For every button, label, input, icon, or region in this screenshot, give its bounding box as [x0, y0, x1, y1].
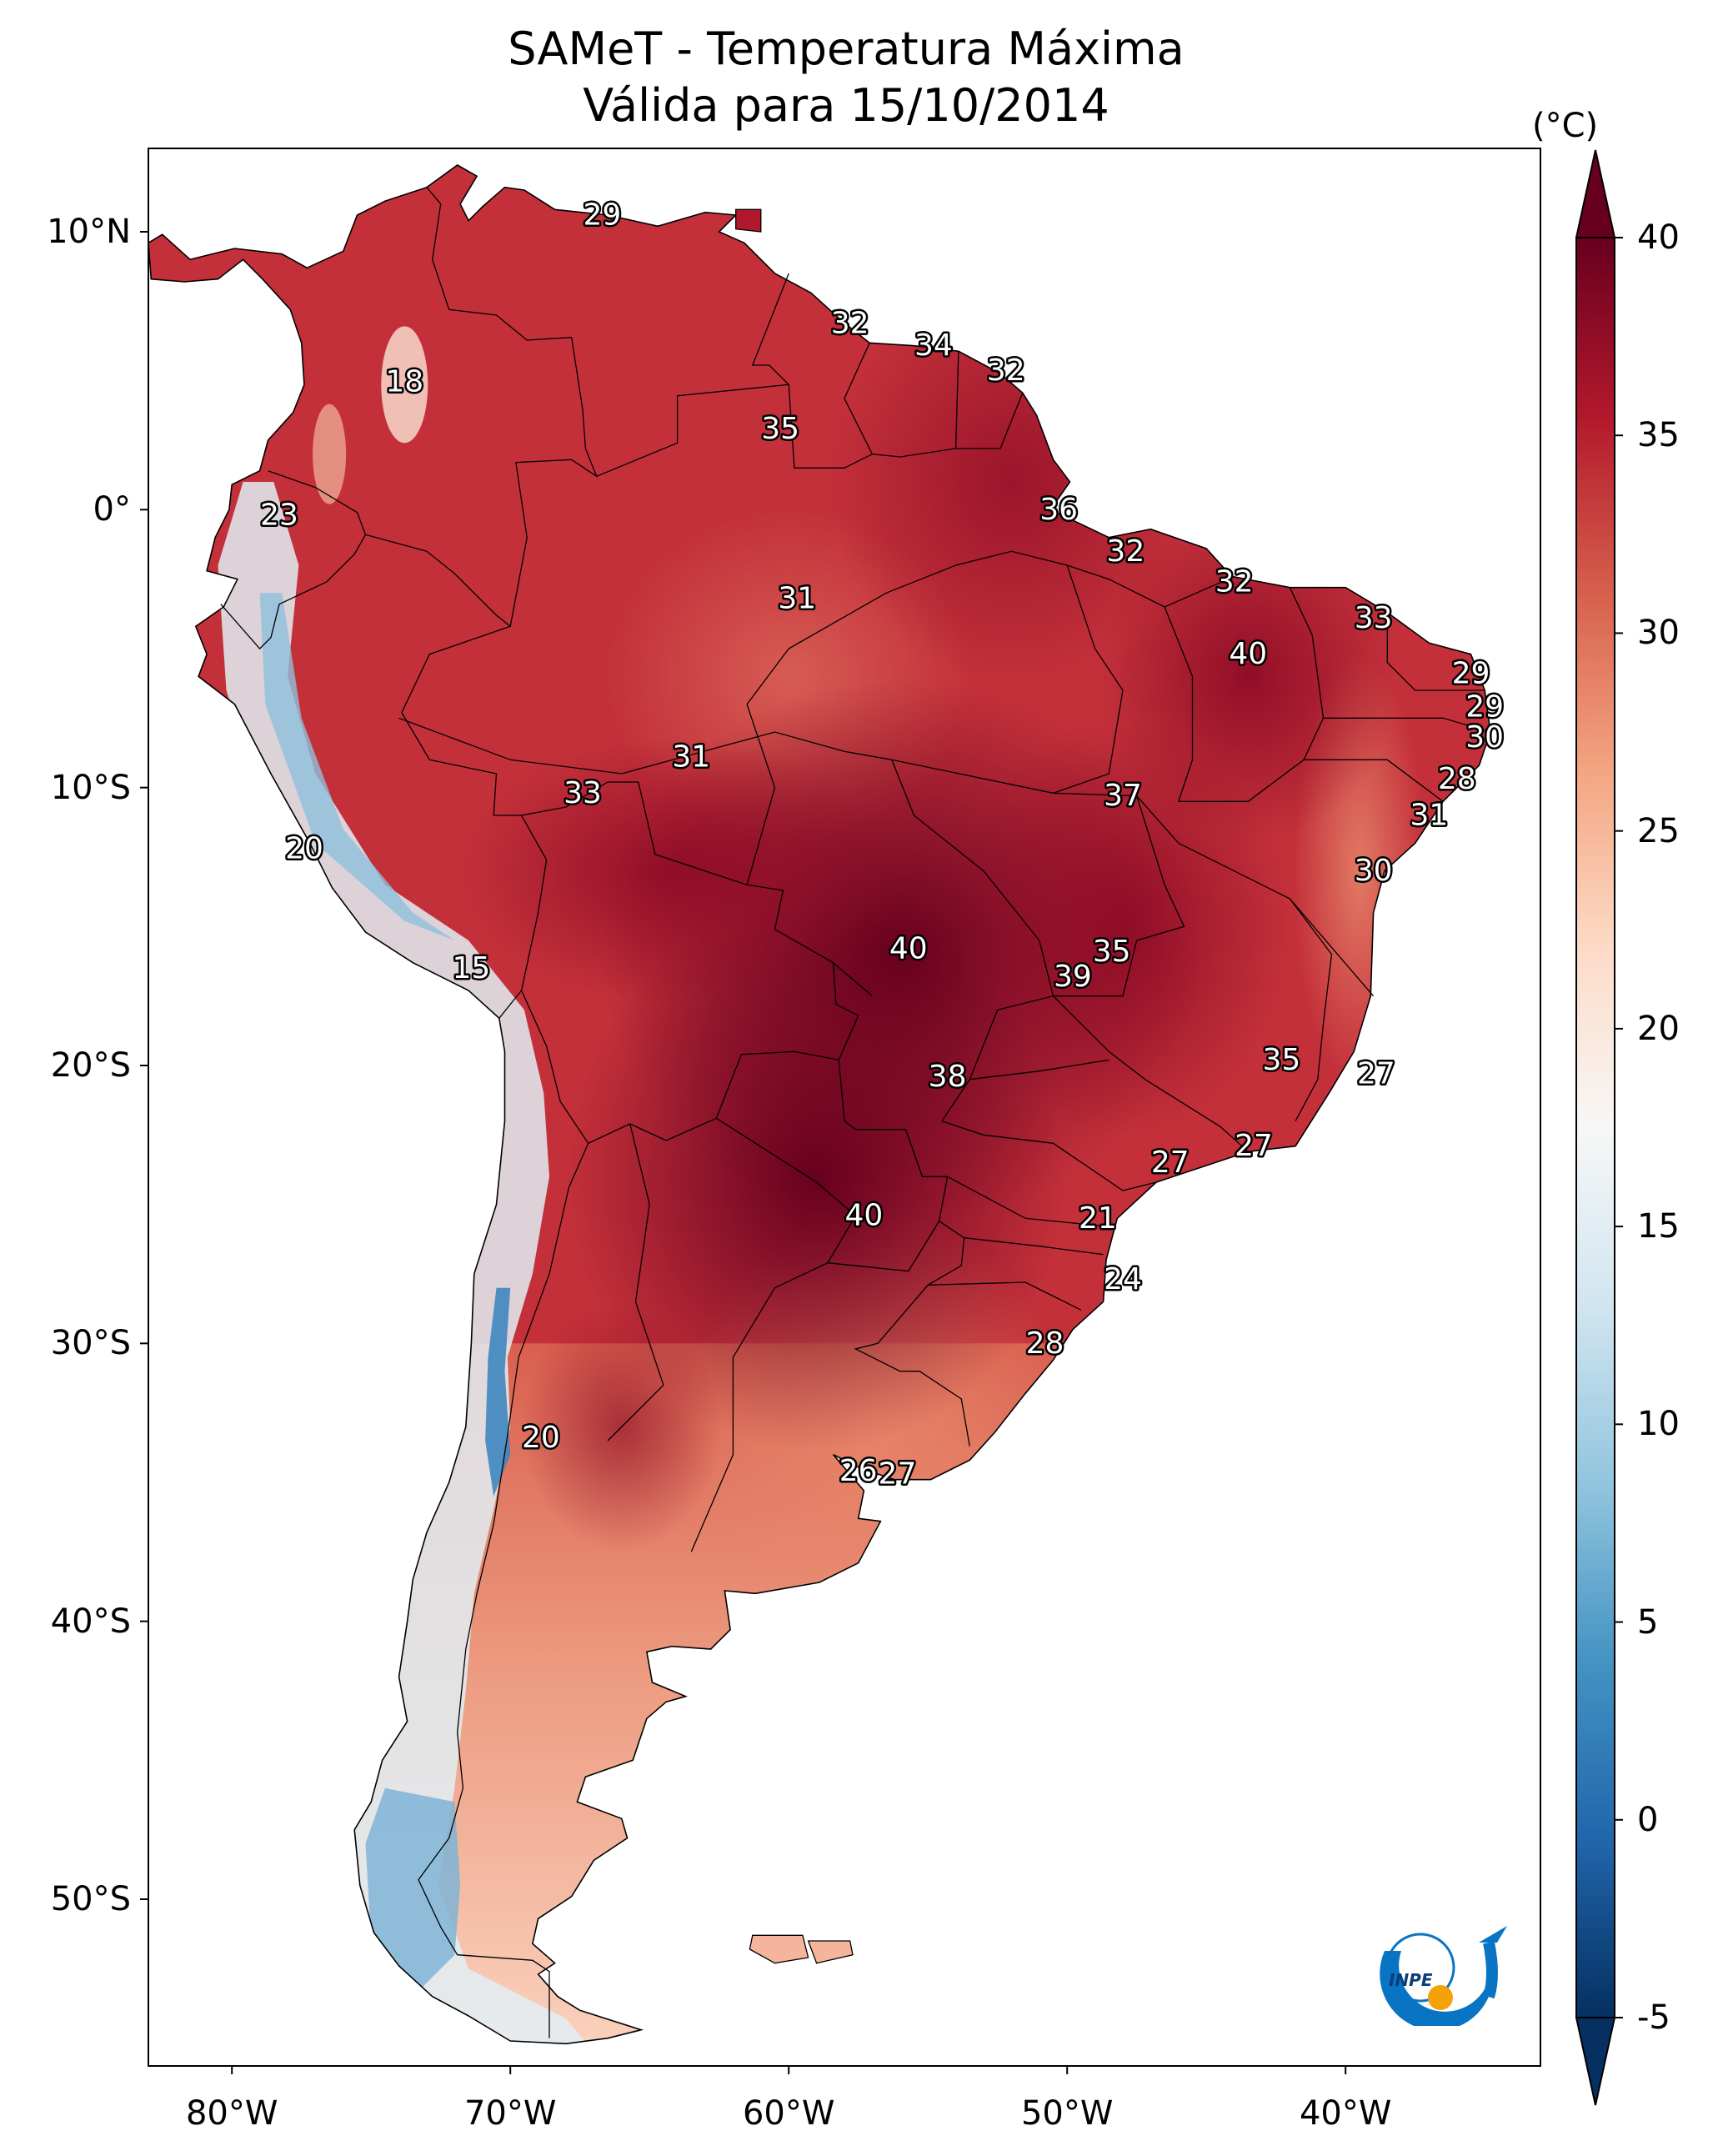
colorbar-tick-label: 35 [1637, 416, 1680, 455]
temperature-value-label: 29 [1452, 657, 1490, 691]
temperature-value-label: 39 [1054, 960, 1092, 994]
x-tick-label: 70°W [463, 2094, 557, 2133]
temperature-value-label: 33 [1355, 601, 1393, 635]
temperature-value-label: 35 [761, 412, 799, 446]
colorbar-tick-label: 25 [1637, 811, 1680, 850]
temperature-value-label: 30 [1355, 854, 1393, 888]
temperature-value-label: 31 [1410, 799, 1448, 833]
temperature-value-label: 18 [385, 365, 423, 399]
temperature-value-label: 33 [563, 776, 602, 810]
temperature-value-label: 35 [1262, 1043, 1300, 1077]
temperature-value-label: 27 [1357, 1057, 1395, 1091]
temperature-value-label: 32 [987, 353, 1025, 388]
y-tick-label: 0° [93, 490, 131, 529]
temperature-value-label: 40 [889, 932, 928, 966]
inpe-logo: INPE [1380, 1926, 1507, 2026]
y-tick-label: 50°S [50, 1880, 131, 1918]
temperature-value-label: 32 [1215, 565, 1254, 599]
logo-sun [1428, 1985, 1453, 2010]
axis-ticks [140, 231, 1347, 2074]
temperature-value-label: 20 [285, 832, 323, 866]
chart-title: SAMeT - Temperatura Máxima [508, 23, 1185, 75]
temperature-value-label: 31 [778, 582, 816, 616]
colorbar-tick-label: 5 [1637, 1602, 1659, 1642]
logo-text: INPE [1389, 1970, 1433, 1990]
logo-swoosh [1380, 1951, 1489, 2026]
x-tick-label: 60°W [742, 2094, 835, 2133]
logo-arrow [1479, 1926, 1507, 1943]
temperature-value-label: 37 [1104, 779, 1142, 813]
temperature-value-label: 28 [1438, 762, 1476, 796]
colorbar-tick-label: 10 [1637, 1405, 1680, 1444]
y-tick-label: 10°N [47, 213, 131, 251]
colorbar-tick-label: 40 [1637, 218, 1680, 257]
temperature-value-label: 32 [1106, 534, 1144, 569]
temperature-value-label: 26 [839, 1454, 878, 1488]
colorbar-min-arrow [1575, 2017, 1616, 2106]
temperature-value-label: 40 [844, 1199, 883, 1233]
temperature-value-label: 23 [260, 499, 298, 533]
temperature-value-label: 32 [831, 307, 869, 341]
temperature-value-label: 31 [672, 740, 710, 775]
colorbar-max-arrow [1575, 149, 1616, 238]
colorbar-tick-label: 20 [1637, 1009, 1680, 1048]
temperature-value-label: 34 [914, 328, 953, 363]
temperature-value-label: 24 [1104, 1262, 1142, 1296]
x-tick-label: 80°W [185, 2094, 278, 2133]
colorbar-unit: (°C) [1532, 107, 1599, 145]
colorbar-tick-label: 15 [1637, 1207, 1680, 1246]
x-tick-label: 40°W [1299, 2094, 1392, 2133]
y-tick-label: 10°S [50, 768, 131, 807]
y-tick-label: 30°S [50, 1324, 131, 1363]
colorbar-tick-label: 30 [1637, 614, 1680, 653]
logo-arrow-stem [1483, 1941, 1498, 1999]
temperature-value-label: 27 [1235, 1129, 1273, 1163]
continent-outline [148, 164, 1491, 2045]
temperature-value-label: 20 [522, 1421, 560, 1455]
chart-subtitle: Válida para 15/10/2014 [583, 79, 1109, 132]
colorbar-tick-label: -5 [1637, 1998, 1670, 2037]
temperature-value-label: 30 [1465, 720, 1504, 755]
logo-orbit [1385, 1933, 1455, 2003]
temperature-value-label: 21 [1079, 1201, 1117, 1236]
temperature-value-label: 29 [584, 198, 622, 233]
colorbar-body [1575, 237, 1615, 2018]
y-tick-label: 40°S [50, 1602, 131, 1641]
temperature-value-label: 36 [1039, 493, 1078, 527]
country-borders [220, 187, 1491, 2038]
temperature-value-label: 35 [1093, 935, 1131, 969]
temperature-value-label: 40 [1229, 637, 1267, 671]
temperature-value-label: 27 [1151, 1146, 1190, 1180]
temperature-value-label: 28 [1026, 1326, 1064, 1361]
colorbar [1575, 149, 1623, 2106]
y-tick-label: 20°S [50, 1046, 131, 1085]
x-tick-label: 50°W [1020, 2094, 1114, 2133]
temperature-value-label: 15 [453, 951, 491, 985]
temperature-value-label: 27 [879, 1457, 917, 1492]
temperature-value-label: 38 [929, 1060, 967, 1094]
temperature-value-label: 29 [1465, 690, 1504, 725]
falkland-islands [735, 208, 854, 1964]
colorbar-tick-label: 0 [1637, 1800, 1659, 1839]
